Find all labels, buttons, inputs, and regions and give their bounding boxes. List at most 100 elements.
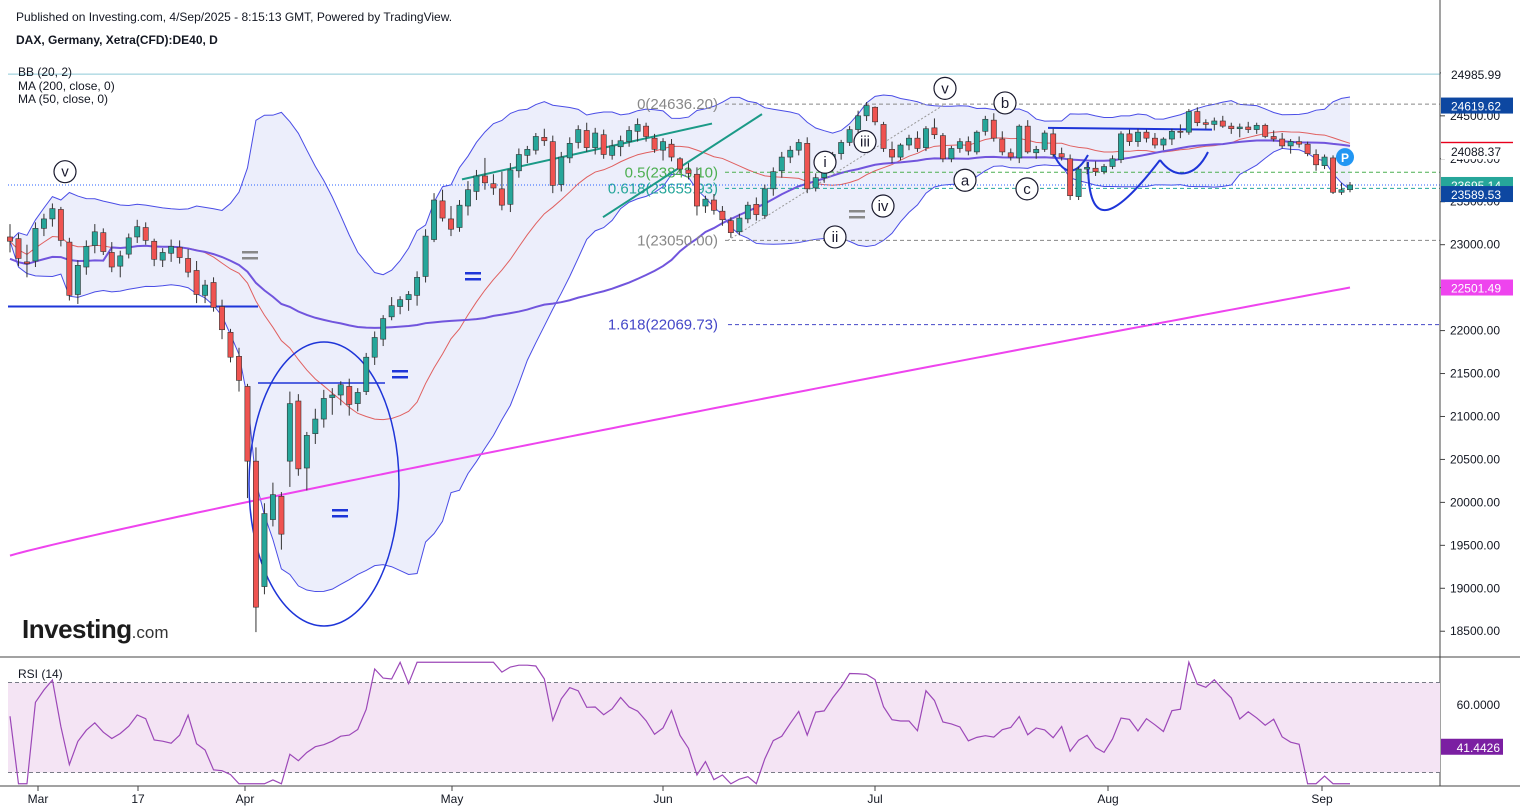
candle-body [482, 175, 488, 184]
candle-body [744, 204, 751, 220]
candle-body [651, 137, 658, 150]
candle [7, 224, 13, 253]
candle [498, 171, 505, 211]
pivot-marker-label: P [1341, 151, 1349, 165]
legend-rsi[interactable]: RSI (14) [18, 667, 63, 681]
equal-marker [242, 251, 258, 254]
candle-body [583, 130, 590, 148]
candle-body [795, 142, 802, 151]
candle [490, 174, 497, 195]
candle-body [710, 199, 717, 211]
candle [1050, 128, 1057, 158]
candles [7, 102, 1353, 633]
candle-body [405, 294, 412, 300]
candle [1287, 139, 1294, 154]
candle-body [1296, 141, 1303, 145]
candle [380, 315, 387, 347]
candle [677, 157, 683, 174]
candle [1007, 148, 1014, 161]
candle-body [40, 218, 47, 229]
candle [804, 137, 811, 194]
candle-body [414, 277, 421, 296]
candle-body [677, 158, 683, 170]
equal-marker [392, 376, 408, 379]
candle-body [727, 220, 734, 233]
candle-body [889, 149, 895, 158]
candle-body [236, 356, 242, 381]
candle [1152, 133, 1158, 149]
candle-body [134, 226, 141, 238]
wave-label: iii [860, 134, 870, 151]
candle-body [32, 228, 39, 262]
candle [880, 121, 887, 152]
candle-body [473, 175, 480, 192]
candle [261, 503, 268, 595]
candle [1075, 166, 1082, 201]
candle-body [1024, 125, 1031, 153]
candle-body [515, 154, 522, 172]
candle-body [1152, 137, 1158, 146]
range-top-line [1047, 126, 1213, 131]
candle-body [66, 241, 73, 296]
candle [609, 139, 616, 160]
candle-body [397, 299, 404, 307]
candle [151, 238, 158, 267]
candle-body [1245, 126, 1252, 130]
candle [1228, 122, 1235, 134]
candle-body [787, 149, 794, 158]
price-label: 24985.99 [1451, 68, 1501, 82]
candle-body [575, 129, 582, 143]
rsi-line [9, 660, 1350, 785]
candle [278, 492, 285, 550]
candle-body [939, 135, 946, 160]
candle [507, 163, 514, 213]
legend-bb[interactable]: BB (20, 2) [18, 65, 73, 79]
candle [159, 248, 166, 268]
candle [473, 169, 480, 201]
x-tick-label: Jun [653, 792, 672, 806]
candle [634, 118, 641, 142]
candle-body [931, 127, 938, 136]
candle [320, 389, 327, 428]
legend-ma50[interactable]: MA (50, close, 0) [18, 92, 109, 106]
y-tick-label: 20000.00 [1450, 495, 1500, 509]
candle-body [337, 384, 344, 396]
candle [753, 197, 760, 221]
rsi-band [8, 682, 1440, 773]
candle-body [269, 494, 276, 520]
candle [354, 388, 361, 412]
candle-body [388, 305, 395, 318]
legend-ma200[interactable]: MA (200, close, 0) [18, 78, 115, 93]
price-label: 23589.53 [1451, 188, 1501, 202]
candle-body [1347, 184, 1353, 191]
price-label: 24088.37 [1451, 145, 1501, 159]
candle [897, 143, 904, 161]
candle-body [1321, 156, 1328, 166]
candle-body [863, 105, 870, 117]
candle-body [363, 356, 370, 392]
candle [1245, 121, 1252, 134]
investing-logo: Investing.com [22, 614, 168, 645]
wave-label: ii [832, 229, 839, 246]
candle-body [990, 119, 997, 139]
candle [1101, 163, 1107, 175]
candle-body [880, 124, 887, 149]
candle [939, 133, 946, 163]
candle-body [838, 142, 845, 154]
candle [838, 139, 845, 160]
candle-body [1228, 125, 1235, 130]
candle [710, 194, 717, 215]
crash-ellipse [248, 341, 400, 627]
candle [617, 135, 624, 157]
candle [193, 261, 200, 304]
candle [923, 126, 929, 152]
candle-body [380, 318, 387, 340]
candle-body [202, 284, 208, 296]
y-tick-label: 21000.00 [1450, 409, 1500, 423]
candle [541, 128, 548, 146]
wave-label-circle [853, 130, 877, 154]
candle [1253, 122, 1260, 134]
candle-body [846, 129, 853, 143]
candle [846, 126, 853, 146]
